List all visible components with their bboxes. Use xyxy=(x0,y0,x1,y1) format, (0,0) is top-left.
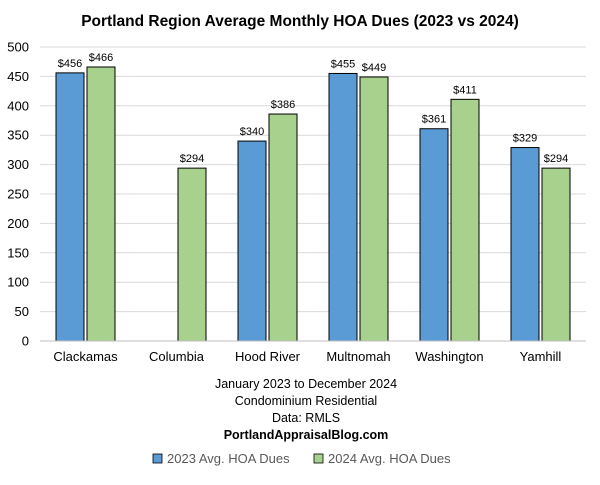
bar xyxy=(510,147,540,342)
y-tick-label: 50 xyxy=(15,304,29,319)
x-tick-label: Clackamas xyxy=(53,349,118,364)
notes: January 2023 to December 2024 Condominiu… xyxy=(215,377,397,442)
data-labels: $456 $466 $294 $340 $386 $455 $449 $361 $411 $329… xyxy=(58,52,568,165)
y-axis-tick-labels: 0 50 100 150 200 250 300 350 400 450 500 xyxy=(7,40,29,349)
note-property-type: Condominium Residential xyxy=(235,394,377,408)
bar xyxy=(237,140,267,342)
data-label: $466 xyxy=(89,52,113,64)
x-axis-tick-labels: Clackamas Columbia Hood River Multnomah Wash… xyxy=(53,349,561,364)
y-tick-label: 450 xyxy=(7,69,29,84)
bar xyxy=(328,72,358,342)
y-tick-label: 100 xyxy=(7,275,29,290)
bar xyxy=(419,128,449,342)
x-tick-label: Washington xyxy=(415,349,483,364)
x-tick-label: Columbia xyxy=(149,349,205,364)
bar xyxy=(86,66,116,342)
x-tick-label: Yamhill xyxy=(520,349,562,364)
data-label: $361 xyxy=(422,114,446,126)
legend: 2023 Avg. HOA Dues 2024 Avg. HOA Dues xyxy=(152,451,451,466)
data-label: $455 xyxy=(331,58,355,70)
data-label: $456 xyxy=(58,58,82,70)
gridlines xyxy=(40,46,586,313)
data-label: $329 xyxy=(513,133,537,145)
y-tick-label: 250 xyxy=(7,187,29,202)
y-tick-label: 200 xyxy=(7,216,29,231)
y-tick-label: 0 xyxy=(22,334,29,349)
chart-title: Portland Region Average Monthly HOA Dues… xyxy=(81,13,519,30)
bar xyxy=(55,72,85,342)
legend-label: 2024 Avg. HOA Dues xyxy=(328,451,451,466)
data-label: $294 xyxy=(544,153,568,165)
legend-swatch xyxy=(152,453,163,464)
data-label: $340 xyxy=(240,126,264,138)
y-tick-label: 300 xyxy=(7,157,29,172)
data-label: $411 xyxy=(453,84,477,96)
y-tick-label: 500 xyxy=(7,40,29,55)
legend-label: 2023 Avg. HOA Dues xyxy=(167,451,290,466)
bars xyxy=(55,66,571,342)
bar xyxy=(359,76,389,342)
bar xyxy=(541,167,571,342)
y-tick-label: 400 xyxy=(7,98,29,113)
note-date-range: January 2023 to December 2024 xyxy=(215,377,397,391)
note-website: PortlandAppraisalBlog.com xyxy=(224,428,389,442)
bar xyxy=(177,167,207,342)
y-tick-label: 350 xyxy=(7,128,29,143)
bar xyxy=(450,98,480,342)
note-data-source: Data: RMLS xyxy=(272,411,340,425)
y-tick-label: 150 xyxy=(7,245,29,260)
bar xyxy=(268,113,298,342)
data-label: $386 xyxy=(271,99,295,111)
x-tick-label: Hood River xyxy=(235,349,301,364)
data-label: $294 xyxy=(180,153,204,165)
data-label: $449 xyxy=(362,62,386,74)
x-tick-label: Multnomah xyxy=(326,349,390,364)
legend-swatch xyxy=(313,453,324,464)
